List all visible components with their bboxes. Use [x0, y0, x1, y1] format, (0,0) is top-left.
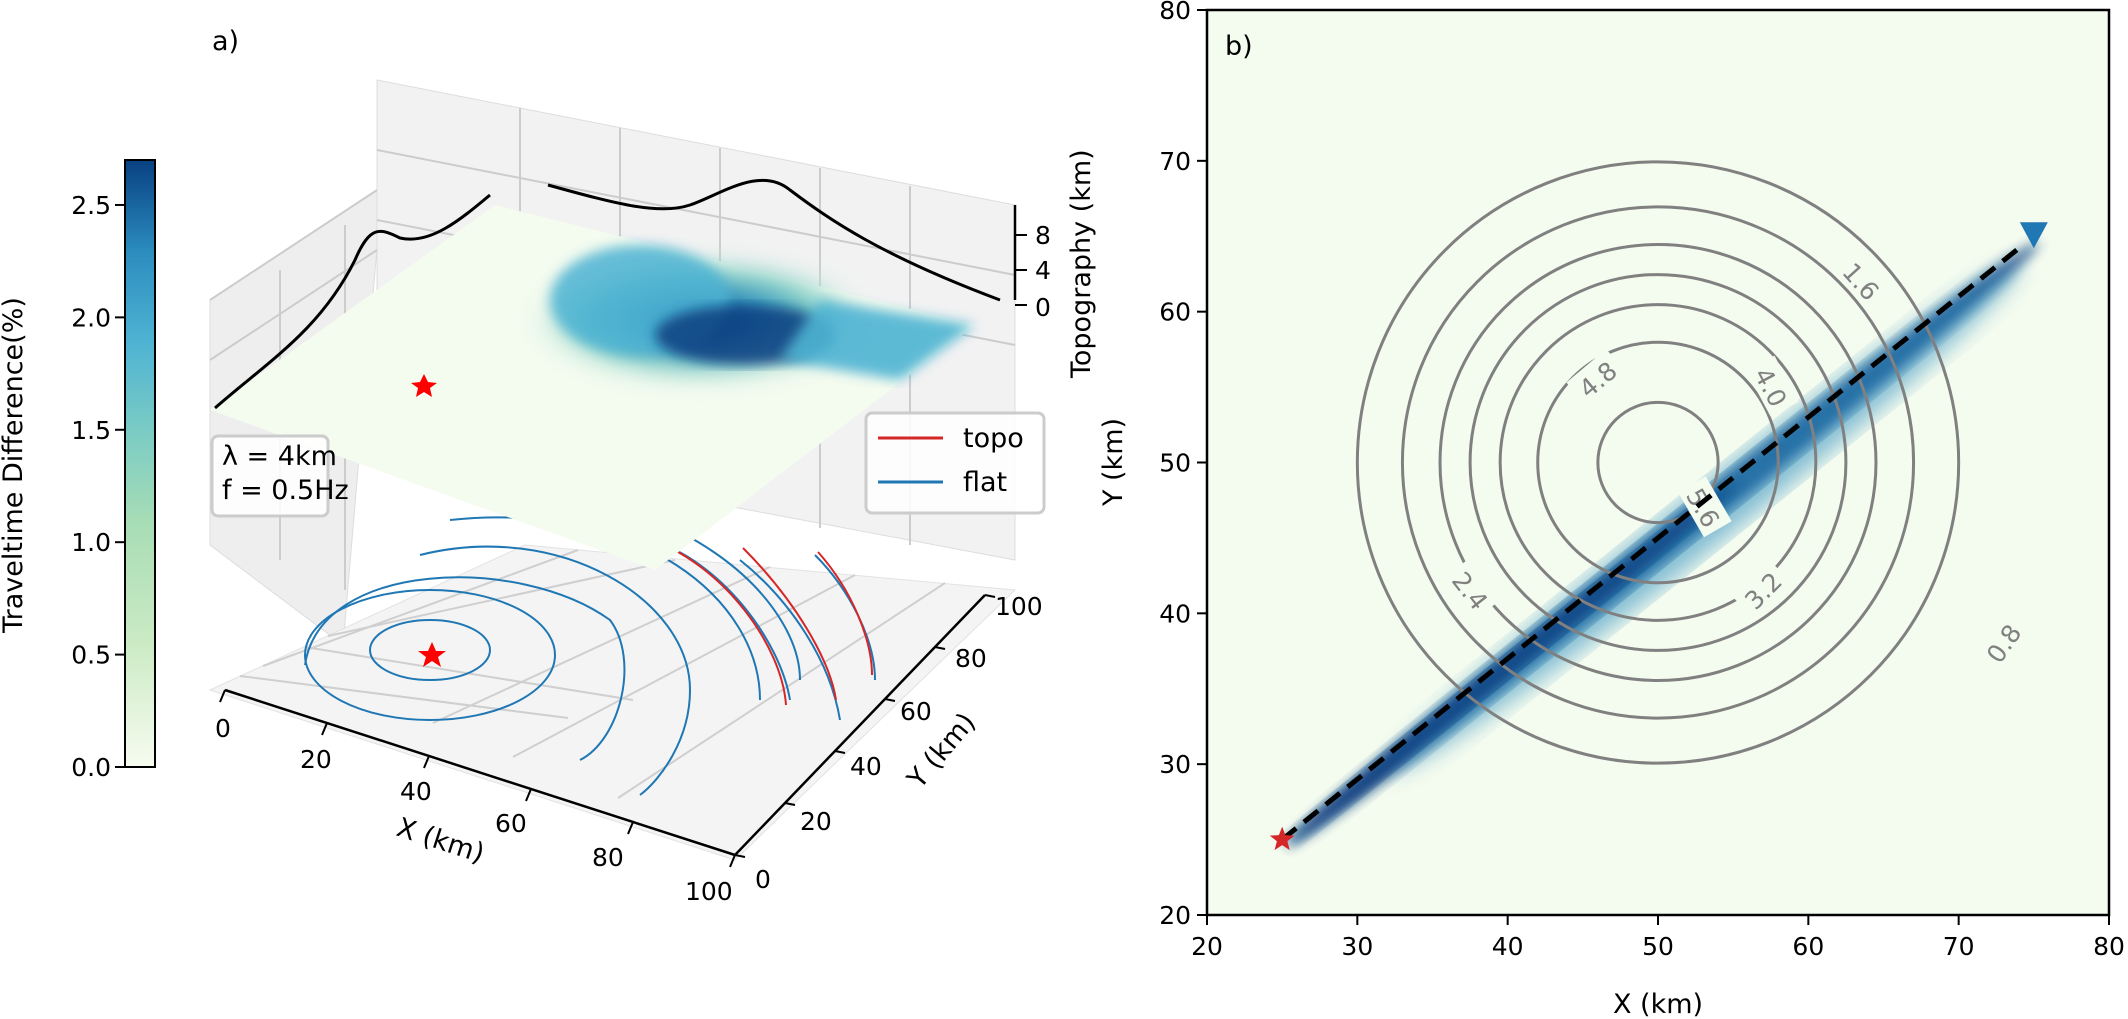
y-tick-80: 80	[955, 644, 987, 673]
source-star-floor	[418, 642, 446, 667]
colorbar-tick-label: 2.0	[71, 303, 111, 332]
topography-contours	[1355, 160, 1961, 765]
contour-label-gap	[1833, 250, 1892, 311]
contour-label-gap	[1974, 611, 2031, 673]
x-ticks-3d	[219, 689, 736, 868]
panel-b: 0.81.62.4 3.24.04.85.6 20 30 40 50 60 70 80 203…	[1098, 0, 2125, 1019]
parameter-box	[210, 434, 330, 518]
z-ticks-3d	[1015, 234, 1027, 306]
contour-label-gap	[1677, 476, 1732, 538]
y-tick-100: 100	[995, 592, 1043, 621]
band-lower	[1285, 482, 1738, 845]
contour-line	[1536, 340, 1780, 585]
x-tick-80: 80	[592, 843, 624, 872]
x-tick-label: 50	[1642, 932, 1674, 961]
y-tick-label: 40	[1159, 599, 1191, 628]
y-tick-0: 0	[755, 865, 771, 894]
y-axis-label: Y (km)	[1098, 418, 1129, 507]
y-tick-label: 80	[1159, 0, 1191, 25]
source-star	[1269, 826, 1295, 851]
contour-line	[1596, 400, 1720, 525]
x-tick-60: 60	[495, 809, 527, 838]
contour-label-gap	[1566, 349, 1627, 407]
x-tick-100: 100	[685, 877, 733, 906]
param-wavelength: λ = 4km	[222, 441, 337, 472]
contour-line	[1468, 273, 1848, 652]
y-tick-label: 20	[1159, 901, 1191, 930]
x-ticks: 20 30 40 50 60 70 80	[1191, 915, 2125, 961]
x-tick-label: 70	[1943, 932, 1975, 961]
y-ticks-3d	[734, 594, 996, 858]
panel-b-background	[1207, 10, 2109, 915]
colorbar-tick-label: 1.0	[71, 528, 111, 557]
grid-floor	[239, 549, 946, 799]
x-tick-label: 20	[1191, 932, 1223, 961]
legend-label-flat: flat	[963, 467, 1007, 498]
y-tick-20: 20	[800, 807, 832, 836]
x-axis-label-3d: X (km)	[393, 812, 488, 869]
colorbar-tick-label: 0.0	[71, 753, 111, 782]
colorbar-tick-label: 0.5	[71, 641, 111, 670]
receiver-triangle	[2019, 222, 2048, 249]
param-frequency: f = 0.5Hz	[222, 475, 349, 506]
ray-path	[1280, 242, 2026, 842]
y-tick-label: 50	[1159, 449, 1191, 478]
colorbar-tick-label: 2.5	[71, 191, 111, 220]
x-tick-label: 30	[1341, 932, 1373, 961]
z-tick-4: 4	[1035, 256, 1051, 285]
x-tick-40: 40	[400, 777, 432, 806]
contour-line	[1355, 160, 1961, 765]
colorbar-gradient	[124, 159, 156, 768]
colorbar-tick-label: 1.5	[71, 416, 111, 445]
y-tick-60: 60	[900, 697, 932, 726]
y-tick-label: 60	[1159, 298, 1191, 327]
colorbar-ticks: 0.0 0.5 1.0 1.5 2.0 2.5	[71, 191, 125, 782]
contour-line	[1400, 205, 1916, 720]
colorbar: 0.0 0.5 1.0 1.5 2.0 2.5 Traveltime Difference…	[0, 159, 156, 782]
panel-a: a)	[208, 26, 1097, 906]
contour-line	[1498, 303, 1818, 622]
topo-bump	[520, 245, 975, 390]
x-tick-0: 0	[215, 714, 231, 743]
axes-3d	[224, 205, 1017, 857]
x-tick-label: 60	[1792, 932, 1824, 961]
colorbar-label: Traveltime Difference(%)	[0, 297, 29, 634]
profile-y	[214, 193, 491, 410]
source-star-surface	[411, 374, 437, 397]
x-tick-20: 20	[300, 745, 332, 774]
contour-label-gap	[1746, 355, 1799, 417]
profile-x	[547, 178, 1001, 302]
y-tick-label: 30	[1159, 750, 1191, 779]
x-tick-label: 40	[1492, 932, 1524, 961]
contour-label-gap	[1732, 559, 1792, 619]
y-tick-label: 70	[1159, 147, 1191, 176]
legend-label-topo: topo	[963, 423, 1024, 454]
pane-floor	[208, 544, 1017, 861]
x-axis-label: X (km)	[1613, 989, 1703, 1019]
z-tick-0: 0	[1035, 293, 1051, 322]
x-tick-label: 80	[2093, 932, 2125, 961]
z-axis-label-3d: Topography (km)	[1066, 149, 1097, 379]
contour-label-gap	[1443, 559, 1501, 620]
panel-b-label: b)	[1225, 31, 1253, 62]
y-tick-40: 40	[850, 752, 882, 781]
y-ticks: 20 30 40 50 60 70 80	[1159, 0, 1207, 930]
contour-line	[1438, 243, 1878, 682]
panel-a-label: a)	[212, 26, 239, 57]
z-tick-8: 8	[1035, 221, 1051, 250]
